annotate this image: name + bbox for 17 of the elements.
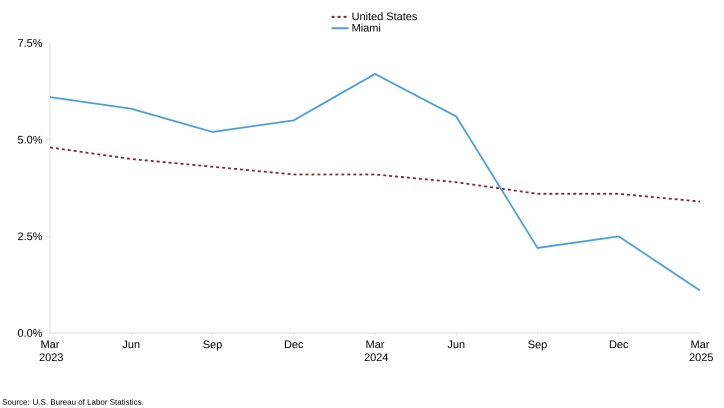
x-tick-label: Jun: [448, 340, 464, 348]
y-tick-label: 0.0%: [18, 329, 42, 337]
y-tick-label: 5.0%: [18, 136, 42, 144]
x-tick-label: Jun: [122, 340, 140, 348]
y-tick-label: 2.5%: [18, 232, 42, 240]
x-tick-label: Dec: [610, 340, 628, 348]
legend-label: United States: [352, 12, 417, 20]
line-series: [49, 73, 701, 292]
x-tick-label: Dec: [284, 340, 304, 348]
y-tick-label: 7.5%: [18, 39, 42, 47]
x-tick-label: Mar 2023: [40, 340, 63, 362]
legend-label: Miami: [352, 24, 380, 32]
x-tick-label: Sep: [203, 340, 222, 350]
line-series: [49, 146, 701, 202]
x-tick-label: Mar 2024: [364, 340, 388, 362]
x-tick-label: Sep: [528, 340, 547, 350]
x-tick-label: Mar 2025: [690, 340, 713, 362]
